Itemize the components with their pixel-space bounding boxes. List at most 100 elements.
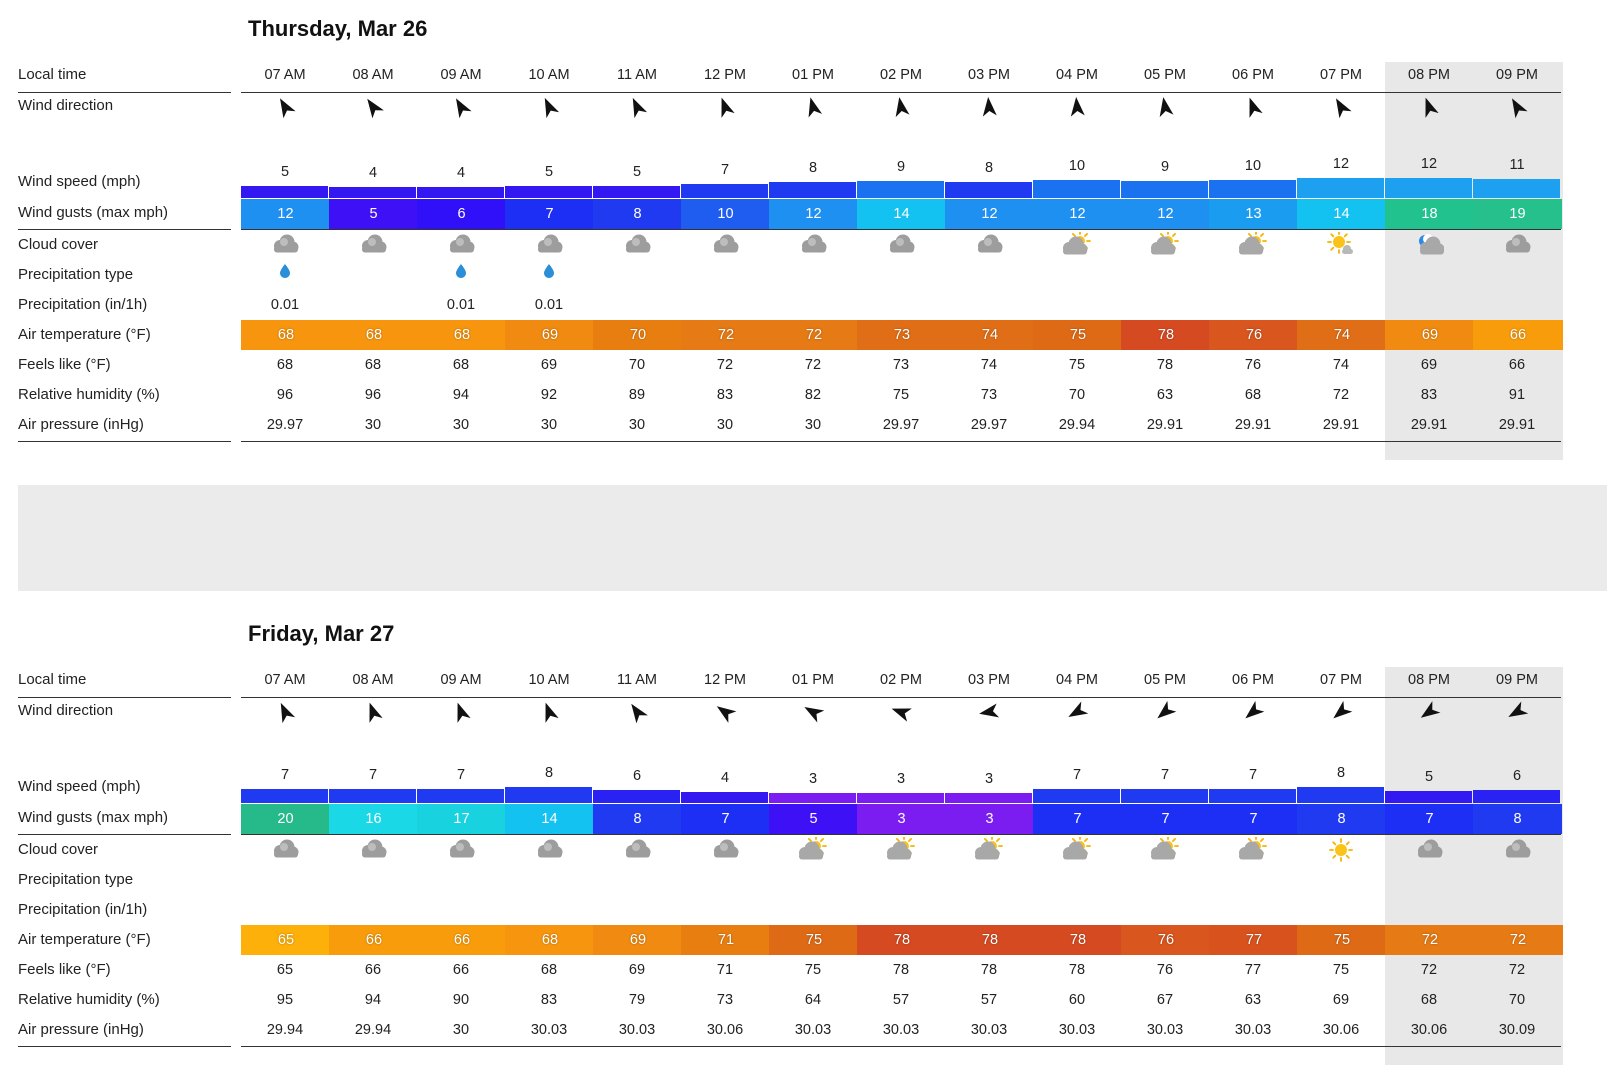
feels-like-value: 74 [1332, 357, 1350, 373]
pressure-value: 29.94 [266, 1022, 304, 1038]
hour-header: 05 PM [1144, 67, 1186, 83]
hour-header: 07 PM [1320, 672, 1362, 688]
hour-header: 10 AM [528, 67, 570, 83]
rain-drop-icon [280, 264, 290, 278]
wind-gust-cell: 14 [857, 199, 946, 229]
pressure-value: 29.94 [354, 1022, 392, 1038]
row-separator [241, 229, 1561, 230]
feels-like-value: 76 [1156, 962, 1174, 978]
wind-speed-value: 5 [1424, 769, 1434, 785]
humidity-value: 83 [716, 387, 734, 403]
hour-header: 02 PM [880, 67, 922, 83]
air-temp-cell: 68 [241, 320, 331, 350]
humidity-value: 89 [628, 387, 646, 403]
humidity-value: 68 [1420, 992, 1438, 1008]
wind-speed-value: 7 [1248, 766, 1258, 783]
partly-cloudy-icon [975, 837, 1003, 860]
feels-like-value: 76 [1244, 357, 1262, 373]
hour-header: 12 PM [704, 67, 746, 83]
wind-arrow-icon [1157, 700, 1177, 719]
pressure-value: 30 [804, 417, 822, 433]
wind-speed-value: 4 [368, 165, 378, 182]
rain-drop-icon [544, 264, 554, 278]
wind-gust-cell: 3 [945, 804, 1034, 834]
row-label-wind-gusts: Wind gusts (max mph) [18, 809, 169, 826]
humidity-value: 75 [892, 387, 910, 403]
hour-header: 07 AM [264, 67, 306, 83]
hour-header: 03 PM [968, 67, 1010, 83]
feels-like-value: 73 [892, 357, 910, 373]
hour-header: 02 PM [880, 672, 922, 688]
air-temp-cell: 74 [945, 320, 1035, 350]
wind-gust-cell: 10 [681, 199, 770, 229]
pressure-value: 30.03 [794, 1022, 832, 1038]
wind-gust-cell: 17 [417, 804, 506, 834]
row-label-precip: Precipitation (in/1h) [18, 296, 148, 313]
row-separator [241, 1046, 1561, 1047]
pressure-value: 30.03 [530, 1022, 568, 1038]
air-temp-cell: 75 [1033, 320, 1123, 350]
wind-speed-bar [1121, 181, 1208, 198]
wind-arrow-icon [545, 702, 559, 723]
wind-arrow-icon [1333, 700, 1353, 719]
wind-speed-bar [945, 793, 1032, 803]
pressure-value: 29.97 [266, 417, 304, 433]
wind-speed-bar [1209, 788, 1296, 803]
feels-like-value: 72 [716, 357, 734, 373]
precip-value: 0.01 [270, 297, 300, 313]
wind-speed-bar [1297, 787, 1384, 803]
wind-arrow-icon [1159, 97, 1174, 118]
humidity-value: 70 [1508, 992, 1526, 1008]
air-temp-cell: 66 [417, 925, 507, 955]
cloud-icon [538, 839, 563, 858]
humidity-value: 92 [540, 387, 558, 403]
humidity-value: 94 [364, 992, 382, 1008]
wind-speed-value: 3 [984, 771, 994, 788]
wind-arrow-icon [280, 702, 296, 724]
cloud-icon [626, 839, 651, 858]
wind-gust-cell: 7 [681, 804, 770, 834]
wind-gust-cell: 12 [769, 199, 858, 229]
feels-like-value: 68 [540, 962, 558, 978]
wind-gust-cell: 18 [1385, 199, 1474, 229]
row-label-pressure: Air pressure (inHg) [18, 1021, 144, 1038]
wind-gust-cell: 12 [1121, 199, 1210, 229]
hour-header: 07 PM [1320, 67, 1362, 83]
wind-gust-cell: 14 [505, 804, 594, 834]
wind-speed-value: 7 [1160, 766, 1170, 783]
wind-speed-bar [945, 182, 1032, 198]
wind-speed-value: 7 [280, 766, 290, 783]
pressure-value: 30 [628, 417, 646, 433]
hour-header: 04 PM [1056, 67, 1098, 83]
partly-cloudy-icon [1063, 837, 1091, 860]
air-temp-cell: 72 [681, 320, 771, 350]
wind-arrow-icon [457, 702, 471, 723]
wind-speed-bar [1473, 789, 1560, 803]
partly-cloudy-icon [799, 837, 827, 860]
wind-speed-value: 8 [544, 765, 554, 782]
wind-gust-cell: 3 [857, 804, 946, 834]
air-temp-cell: 68 [329, 320, 419, 350]
wind-speed-value: 4 [456, 165, 466, 182]
pressure-value: 30.03 [618, 1022, 656, 1038]
humidity-value: 96 [276, 387, 294, 403]
wind-arrow-icon [280, 98, 296, 119]
feels-like-value: 68 [452, 357, 470, 373]
feels-like-value: 65 [276, 962, 294, 978]
hour-header: 09 AM [440, 67, 482, 83]
pressure-value: 30.03 [882, 1022, 920, 1038]
feels-like-value: 78 [892, 962, 910, 978]
wind-speed-value: 12 [1332, 155, 1350, 172]
wind-speed-bar [1121, 788, 1208, 803]
feels-like-value: 69 [628, 962, 646, 978]
row-label-local-time: Local time [18, 66, 87, 83]
precip-value: 0.01 [446, 297, 476, 313]
row-label-wind-gusts: Wind gusts (max mph) [18, 204, 169, 221]
wind-gust-cell: 14 [1297, 199, 1386, 229]
feels-like-value: 77 [1244, 962, 1262, 978]
cloud-icon [626, 234, 651, 253]
wind-arrow-icon [1245, 700, 1265, 719]
row-separator [241, 834, 1561, 835]
pressure-value: 30 [452, 417, 470, 433]
wind-speed-bar [681, 792, 768, 803]
